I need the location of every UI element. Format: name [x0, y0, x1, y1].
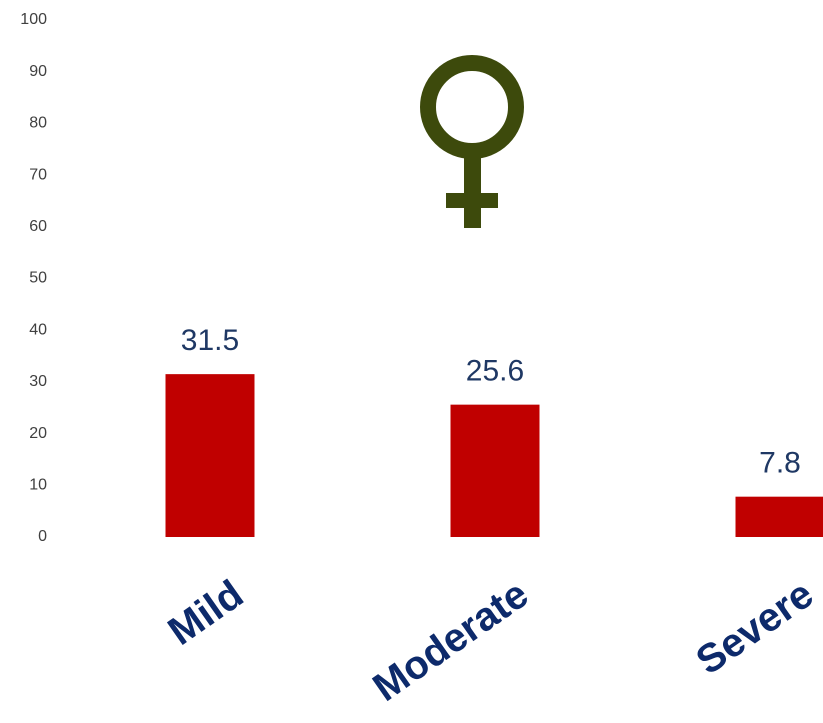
value-label: 31.5	[181, 324, 239, 357]
y-tick-label: 0	[38, 528, 47, 545]
y-tick-label: 20	[29, 425, 47, 442]
female-symbol	[420, 55, 524, 228]
x-tick-label: Severe	[688, 572, 821, 683]
bar	[450, 404, 540, 537]
y-tick-label: 50	[29, 270, 47, 287]
y-tick-label: 80	[29, 115, 47, 132]
y-tick-label: 40	[29, 321, 47, 338]
bar	[735, 496, 823, 537]
x-tick-label: Mild	[160, 572, 251, 654]
y-tick-label: 70	[29, 166, 47, 183]
x-tick-label: Moderate	[365, 572, 536, 710]
y-tick-label: 30	[29, 373, 47, 390]
y-tick-label: 90	[29, 63, 47, 80]
bar	[165, 374, 255, 537]
y-tick-label: 60	[29, 218, 47, 235]
y-tick-label: 100	[20, 11, 47, 28]
value-label: 25.6	[466, 355, 524, 388]
y-tick-label: 10	[29, 477, 47, 494]
value-label: 7.8	[759, 447, 801, 480]
